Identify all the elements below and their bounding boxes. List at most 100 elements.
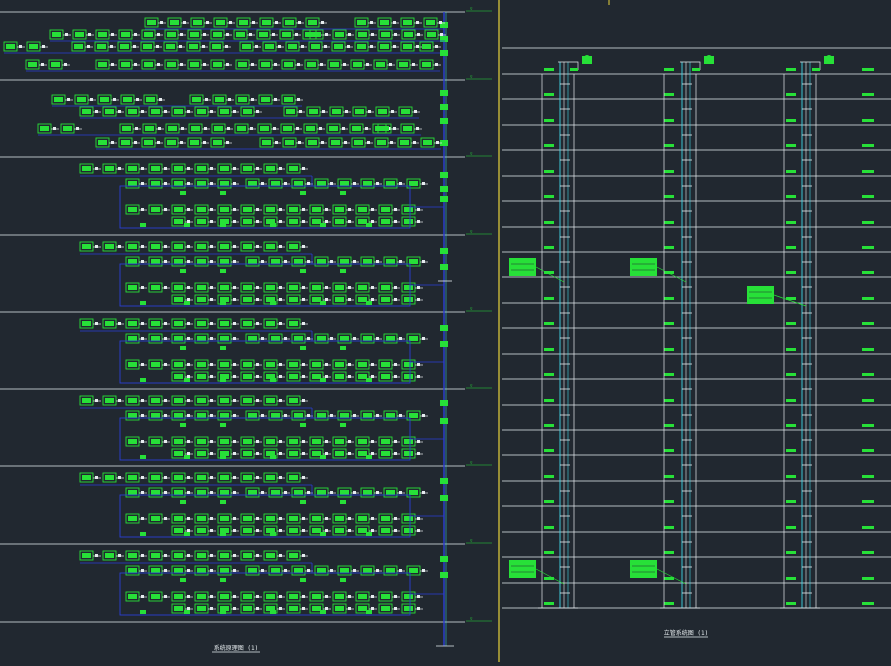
equipment-unit xyxy=(171,163,193,174)
unit-body xyxy=(282,32,291,37)
unit-body xyxy=(363,568,372,573)
riser-column xyxy=(538,55,592,609)
equipment-unit xyxy=(217,565,239,576)
equipment-unit xyxy=(210,59,232,70)
equipment-unit xyxy=(148,106,170,117)
unit-frame xyxy=(190,17,205,28)
unit-frame xyxy=(95,137,110,148)
unit-frame xyxy=(79,106,94,117)
unit-frame xyxy=(378,204,393,215)
valve xyxy=(180,423,186,427)
floor-tag xyxy=(786,602,796,605)
equipment-unit xyxy=(373,59,395,70)
valve xyxy=(184,223,190,227)
unit-tag xyxy=(164,491,167,494)
equipment-unit xyxy=(420,137,442,148)
unit-tag xyxy=(210,208,213,211)
equipment-unit xyxy=(400,17,422,28)
unit-body xyxy=(404,285,413,290)
equipment-unit xyxy=(286,294,308,305)
unit-tag xyxy=(279,517,282,520)
floor-tag xyxy=(544,68,554,71)
unit-tag xyxy=(233,363,236,366)
equipment-unit xyxy=(217,333,239,344)
unit-frame xyxy=(240,359,255,370)
equipment-unit xyxy=(360,410,382,421)
unit-frame xyxy=(355,294,370,305)
unit-frame xyxy=(171,256,186,267)
unit-frame xyxy=(240,448,255,459)
unit-tag xyxy=(302,363,305,366)
unit-frame xyxy=(125,256,140,267)
unit-body xyxy=(128,166,137,171)
unit-frame xyxy=(148,163,163,174)
unit-tag xyxy=(370,21,373,24)
unit-tag xyxy=(367,141,370,144)
unit-body xyxy=(128,207,137,212)
level-mark: ▽ xyxy=(470,74,473,79)
unit-frame xyxy=(171,591,186,602)
equipment-unit xyxy=(125,472,147,483)
unit-frame xyxy=(79,318,94,329)
unit-body xyxy=(363,413,372,418)
equipment-unit xyxy=(213,17,235,28)
unit-frame xyxy=(217,256,232,267)
equipment-unit xyxy=(406,410,428,421)
unit-body xyxy=(289,475,298,480)
unit-tag xyxy=(118,110,121,113)
equipment-unit xyxy=(263,550,285,561)
equipment-unit xyxy=(171,333,193,344)
unit-body xyxy=(174,321,183,326)
equipment-unit xyxy=(286,395,308,406)
unit-body xyxy=(266,475,275,480)
unit-frame xyxy=(360,565,375,576)
unit-tag xyxy=(210,220,213,223)
equipment-unit xyxy=(233,29,255,40)
equipment-unit xyxy=(94,41,116,52)
unit-tag xyxy=(298,141,301,144)
unit-frame xyxy=(125,204,140,215)
unit-frame xyxy=(102,318,117,329)
equipment-unit xyxy=(378,294,400,305)
unit-tag xyxy=(435,63,438,66)
unit-frame xyxy=(94,41,109,52)
unit-frame xyxy=(383,333,398,344)
equipment-unit xyxy=(351,137,373,148)
equipment-unit xyxy=(240,241,262,252)
equipment-unit xyxy=(328,137,350,148)
unit-body xyxy=(243,244,252,249)
unit-tag xyxy=(279,363,282,366)
unit-body xyxy=(220,297,229,302)
equipment-unit xyxy=(102,106,124,117)
unit-tag xyxy=(417,517,420,520)
unit-frame xyxy=(240,241,255,252)
equipment-unit xyxy=(291,256,313,267)
unit-tag xyxy=(229,21,232,24)
equipment-unit xyxy=(281,94,303,105)
unit-body xyxy=(197,568,206,573)
unit-body xyxy=(128,568,137,573)
unit-tag xyxy=(376,414,379,417)
valve xyxy=(300,191,306,195)
unit-body xyxy=(335,297,344,302)
unit-body xyxy=(174,259,183,264)
callout xyxy=(630,560,687,585)
unit-body xyxy=(216,20,225,25)
unit-tag xyxy=(261,182,264,185)
unit-frame xyxy=(401,436,416,447)
equipment-unit xyxy=(332,603,354,614)
unit-body xyxy=(248,259,257,264)
unit-body xyxy=(146,97,155,102)
unit-frame xyxy=(171,318,186,329)
unit-tag xyxy=(393,127,396,130)
unit-body xyxy=(331,140,340,145)
unit-body xyxy=(197,166,206,171)
unit-tag xyxy=(348,298,351,301)
unit-frame xyxy=(263,204,278,215)
unit-frame xyxy=(378,525,393,536)
unit-body xyxy=(271,181,280,186)
floor-group xyxy=(3,17,446,72)
fan-head xyxy=(706,55,712,61)
floor-tag xyxy=(664,475,674,478)
